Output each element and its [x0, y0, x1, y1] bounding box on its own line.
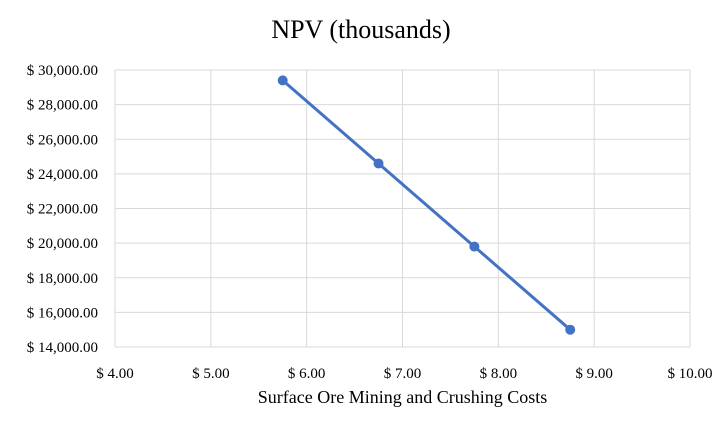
y-tick-label: $ 18,000.00	[27, 271, 98, 287]
data-point	[277, 75, 288, 86]
chart-title: NPV (thousands)	[271, 15, 450, 44]
x-tick-label: $ 9.00	[575, 366, 613, 382]
y-tick-label: $ 16,000.00	[27, 305, 98, 321]
x-axis-title: Surface Ore Mining and Crushing Costs	[258, 387, 547, 407]
y-tick-label: $ 30,000.00	[27, 63, 98, 79]
x-tick-label: $ 4.00	[96, 366, 134, 382]
y-tick-label: $ 20,000.00	[27, 236, 98, 252]
x-tick-label: $ 8.00	[480, 366, 518, 382]
x-tick-label: $ 5.00	[192, 366, 230, 382]
y-tick-label: $ 26,000.00	[27, 132, 98, 148]
gridlines	[114, 69, 691, 348]
data-point	[469, 241, 480, 252]
data-point	[565, 324, 576, 335]
y-tick-label: $ 28,000.00	[27, 98, 98, 114]
y-axis-tick-labels: $ 14,000.00 $ 16,000.00 $ 18,000.00 $ 20,00…	[27, 63, 98, 356]
series-line-npv	[281, 78, 572, 332]
y-tick-label: $ 22,000.00	[27, 202, 98, 218]
x-axis-tick-labels: $ 4.00 $ 5.00 $ 6.00 $ 7.00 $ 8.00 $ 9.00 $ 10…	[96, 366, 712, 382]
series-layer	[277, 75, 576, 335]
x-tick-label: $ 6.00	[288, 366, 326, 382]
data-point	[373, 158, 384, 169]
y-tick-label: $ 14,000.00	[27, 340, 98, 356]
x-tick-label: $ 7.00	[384, 366, 422, 382]
x-tick-label: $ 10.00	[668, 366, 713, 382]
y-tick-label: $ 24,000.00	[27, 167, 98, 183]
